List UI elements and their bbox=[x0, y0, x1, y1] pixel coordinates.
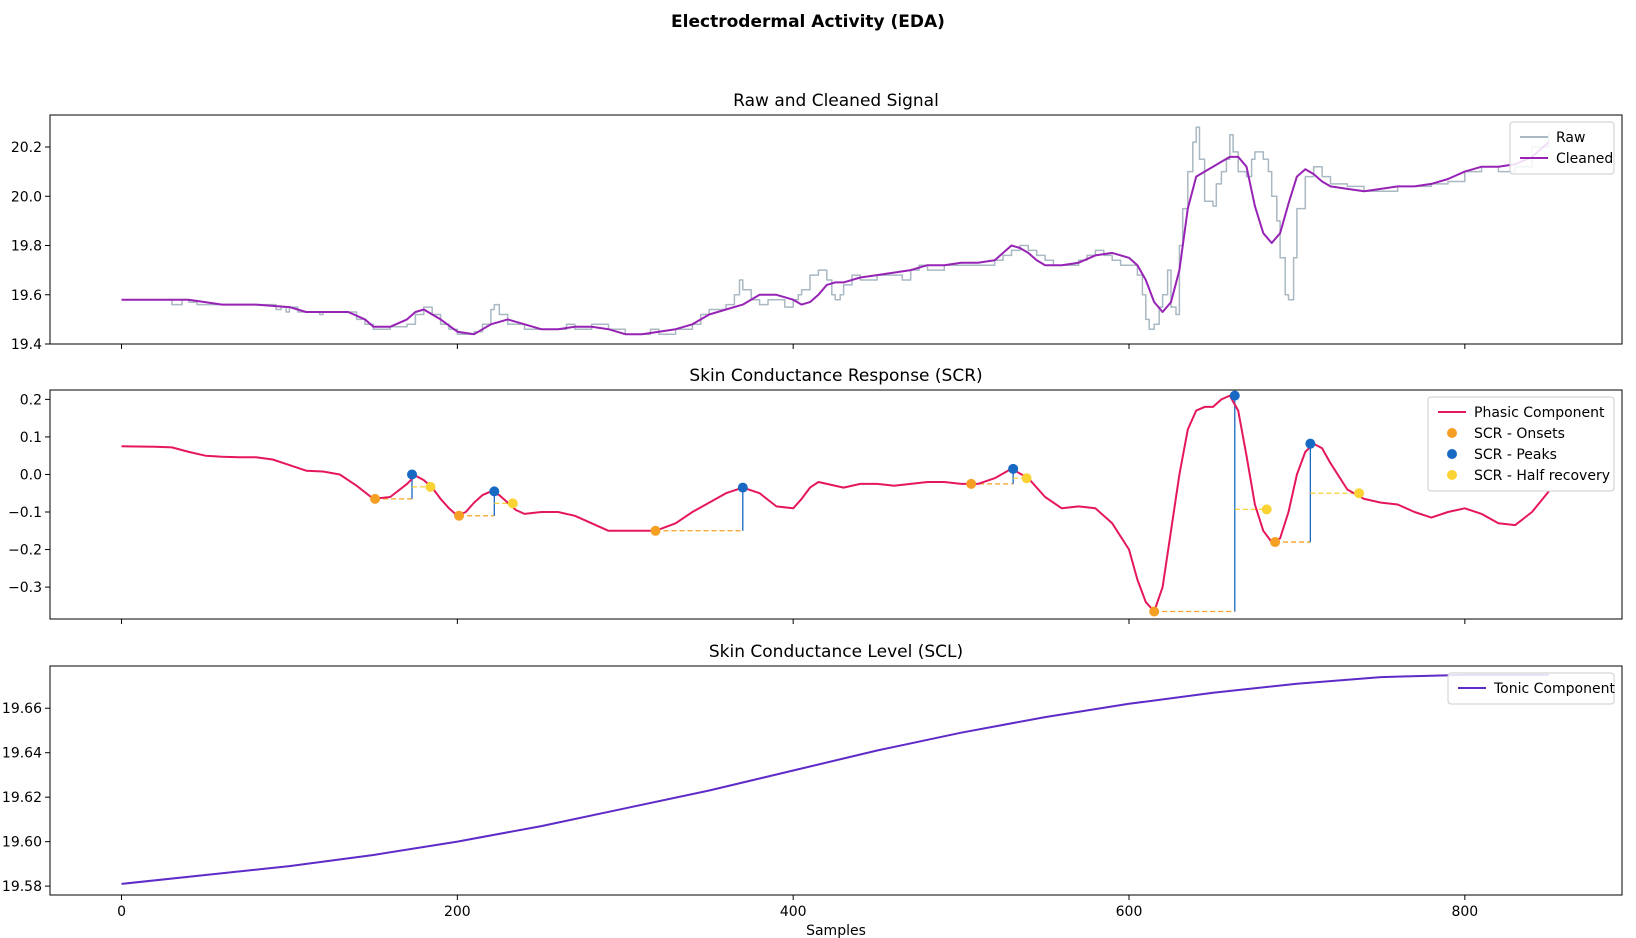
legend-box bbox=[1427, 396, 1615, 492]
series-phasic-component bbox=[121, 394, 1550, 613]
y-tick-label: 19.58 bbox=[2, 879, 42, 895]
legend-label: Raw bbox=[1556, 130, 1585, 146]
scr-half-recovery-point bbox=[425, 481, 436, 492]
plot-content bbox=[121, 126, 1550, 336]
y-tick-label: −0.1 bbox=[8, 505, 42, 521]
scr-half-recovery-point bbox=[1261, 504, 1272, 515]
legend-label: Phasic Component bbox=[1474, 405, 1605, 421]
panel-title: Raw and Cleaned Signal bbox=[733, 91, 939, 111]
y-tick-label: 19.64 bbox=[2, 746, 42, 762]
scr-half-recovery-point bbox=[1021, 473, 1032, 484]
x-axis-label: Samples bbox=[806, 923, 866, 938]
series-tonic-component bbox=[121, 673, 1549, 885]
legend-label: SCR - Peaks bbox=[1474, 447, 1557, 463]
scr-peak-point bbox=[489, 486, 500, 497]
legend-label: Cleaned bbox=[1556, 151, 1613, 167]
y-tick-label: 0.2 bbox=[20, 392, 42, 408]
panel-title: Skin Conductance Level (SCL) bbox=[709, 642, 963, 662]
legend: Tonic Component bbox=[1447, 672, 1615, 705]
scr-peak-point bbox=[1305, 438, 1316, 449]
scr-peak-point bbox=[407, 469, 418, 480]
legend-label: Tonic Component bbox=[1493, 681, 1615, 697]
plot-content bbox=[121, 673, 1549, 885]
legend-marker bbox=[1447, 449, 1457, 459]
plot-area bbox=[49, 665, 1623, 896]
series-cleaned bbox=[121, 141, 1550, 336]
legend-box bbox=[1447, 672, 1615, 705]
y-tick-label: 19.4 bbox=[11, 337, 42, 353]
scr-onset-point bbox=[454, 510, 465, 521]
scr-onset-point bbox=[370, 493, 381, 504]
panel-title: Skin Conductance Response (SCR) bbox=[689, 366, 982, 386]
legend-marker bbox=[1447, 428, 1457, 438]
scr-onset-point bbox=[1149, 606, 1160, 617]
scr-peak-point bbox=[1008, 463, 1019, 474]
scr-panel: Skin Conductance Response (SCR) −0.3 −0.2… bbox=[8, 366, 1623, 624]
y-tick-label: −0.2 bbox=[8, 543, 42, 559]
plot-content bbox=[121, 390, 1550, 617]
legend: Phasic Component SCR - Onsets SCR - Peaks S… bbox=[1427, 396, 1615, 492]
y-tick-label: 20.0 bbox=[11, 189, 42, 205]
y-tick-label: 0.1 bbox=[20, 430, 42, 446]
raw-cleaned-panel: Raw and Cleaned Signal 19.4 19.6 19.8 20.0 2… bbox=[11, 91, 1623, 353]
scr-peak-point bbox=[1229, 390, 1240, 401]
legend-marker bbox=[1447, 470, 1457, 480]
x-tick-label: 600 bbox=[1116, 904, 1143, 920]
scr-onset-point bbox=[966, 478, 977, 489]
x-tick-label: 0 bbox=[117, 904, 126, 920]
legend: Raw Cleaned bbox=[1509, 121, 1615, 175]
figure-title: Electrodermal Activity (EDA) bbox=[671, 12, 945, 32]
x-tick-label: 800 bbox=[1451, 904, 1478, 920]
y-tick-label: 19.60 bbox=[2, 835, 42, 851]
legend-label: SCR - Half recovery bbox=[1474, 468, 1610, 484]
y-tick-label: 19.66 bbox=[2, 701, 42, 717]
y-tick-label: 19.6 bbox=[11, 288, 42, 304]
scr-onset-point bbox=[650, 525, 661, 536]
plot-area bbox=[49, 114, 1623, 345]
scr-half-recovery-point bbox=[1354, 488, 1365, 499]
scr-half-recovery-point bbox=[507, 498, 518, 509]
y-tick-label: 0.0 bbox=[20, 467, 42, 483]
y-tick-label: −0.3 bbox=[8, 580, 42, 596]
legend-box bbox=[1509, 121, 1615, 175]
legend-label: SCR - Onsets bbox=[1474, 426, 1565, 442]
y-tick-label: 19.8 bbox=[11, 239, 42, 255]
x-tick-label: 400 bbox=[780, 904, 807, 920]
y-tick-label: 20.2 bbox=[11, 140, 42, 156]
y-tick-label: 19.62 bbox=[2, 790, 42, 806]
plot-area bbox=[49, 389, 1623, 620]
scl-panel: Skin Conductance Level (SCL) Samples 19.… bbox=[2, 642, 1623, 938]
x-tick-label: 200 bbox=[444, 904, 471, 920]
scr-peak-point bbox=[737, 482, 748, 493]
scr-onset-point bbox=[1270, 537, 1281, 548]
